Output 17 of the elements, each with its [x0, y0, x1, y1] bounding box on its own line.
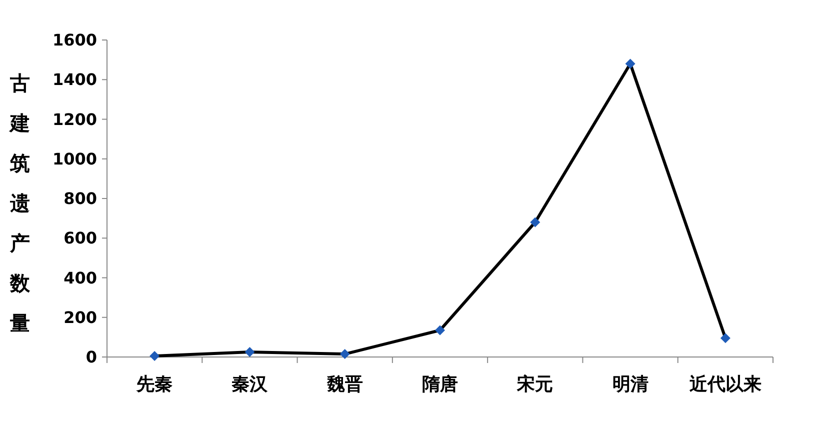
y-tick-label: 1000	[52, 149, 97, 168]
x-tick-label: 秦汉	[232, 374, 269, 395]
y-tick-label: 400	[64, 268, 97, 288]
x-tick-label: 近代以来	[688, 374, 762, 395]
y-axis-title: 古建筑遗产数量	[8, 71, 31, 335]
x-tick-label: 魏晋	[326, 374, 363, 395]
y-tick-label: 1200	[52, 110, 97, 129]
y-tick-label: 1600	[52, 30, 97, 50]
y-tick-label: 1400	[52, 70, 97, 90]
x-tick-label: 宋元	[516, 374, 554, 395]
y-tick-label: 200	[64, 308, 97, 327]
x-tick-label: 先秦	[136, 374, 173, 395]
y-tick-label: 600	[64, 228, 97, 248]
x-tick-label: 隋唐	[422, 374, 458, 395]
x-tick-label: 明清	[612, 374, 648, 395]
y-tick-label: 800	[64, 189, 97, 208]
y-tick-label: 0	[86, 348, 97, 367]
